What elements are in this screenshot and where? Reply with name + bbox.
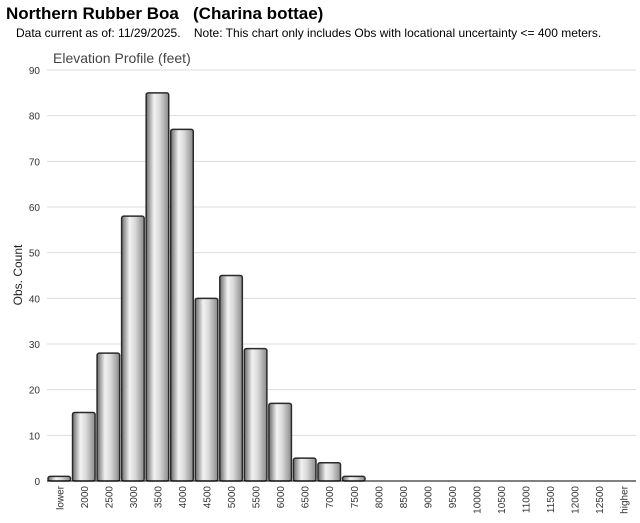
bar-2500 — [96, 352, 121, 482]
x-tick-label: 3000 — [129, 486, 140, 509]
x-tick-label: 10000 — [472, 486, 483, 514]
x-tick-label: 6000 — [276, 486, 287, 509]
chart-title: Elevation Profile (feet) — [53, 50, 191, 66]
bar-3000 — [120, 215, 145, 482]
grid-lines — [47, 69, 636, 482]
x-tick-label: 4500 — [203, 486, 214, 509]
y-tick-label: 80 — [29, 112, 41, 123]
x-tick-label: 8500 — [399, 486, 410, 509]
x-tick-label: 5500 — [252, 486, 263, 509]
y-tick-label: 20 — [29, 386, 41, 397]
y-tick-label: 50 — [29, 249, 41, 260]
x-tick-label: 7000 — [325, 486, 336, 509]
y-tick-labels: 0 10 20 30 40 50 60 70 80 90 — [29, 66, 41, 488]
bar-5000 — [219, 274, 244, 482]
y-tick-label: 70 — [29, 157, 41, 168]
x-tick-label: 2500 — [104, 486, 115, 509]
x-tick-label: 8000 — [374, 486, 385, 509]
bar-3500 — [145, 92, 170, 482]
x-tick-label: 7500 — [350, 486, 361, 509]
x-tick-label: 3500 — [153, 486, 164, 509]
bar-lower — [47, 475, 72, 482]
bar-6000 — [268, 402, 293, 482]
y-tick-label: 30 — [29, 340, 41, 351]
bar-2000 — [71, 411, 96, 482]
x-tick-label: 5000 — [227, 486, 238, 509]
x-tick-label: 12000 — [571, 486, 582, 514]
x-tick-label: 2000 — [80, 486, 91, 509]
y-tick-label: 90 — [29, 66, 41, 77]
y-tick-label: 10 — [29, 431, 41, 442]
x-tick-label: 6500 — [301, 486, 312, 509]
x-tick-label: 10500 — [497, 486, 508, 514]
x-tick-labels: lower 2000 2500 3000 3500 4000 4500 5000 5500 600… — [55, 485, 630, 513]
x-tick-label: 9500 — [448, 486, 459, 509]
x-tick-label: higher — [620, 485, 631, 513]
x-tick-label: 11000 — [522, 486, 533, 514]
x-tick-label: 11500 — [546, 486, 557, 514]
bars — [47, 92, 366, 482]
y-axis-label: Obs. Count — [11, 244, 25, 305]
bar-6500 — [292, 457, 317, 482]
data-note: Data current as of: 11/29/2025. Note: Th… — [16, 26, 602, 40]
x-tick-label: lower — [55, 485, 66, 510]
bar-5500 — [243, 347, 268, 482]
bar-4000 — [169, 128, 194, 482]
bar-4500 — [194, 297, 219, 482]
x-tick-label: 4000 — [178, 486, 189, 509]
x-tick-label: 12500 — [595, 486, 606, 514]
species-title: Northern Rubber Boa (Charina bottae) — [6, 4, 324, 23]
y-tick-label: 0 — [34, 477, 40, 488]
y-tick-label: 40 — [29, 294, 41, 305]
x-tick-label: 9000 — [423, 486, 434, 509]
y-tick-label: 60 — [29, 203, 41, 214]
bar-7500 — [341, 475, 366, 482]
bar-7000 — [317, 461, 342, 482]
